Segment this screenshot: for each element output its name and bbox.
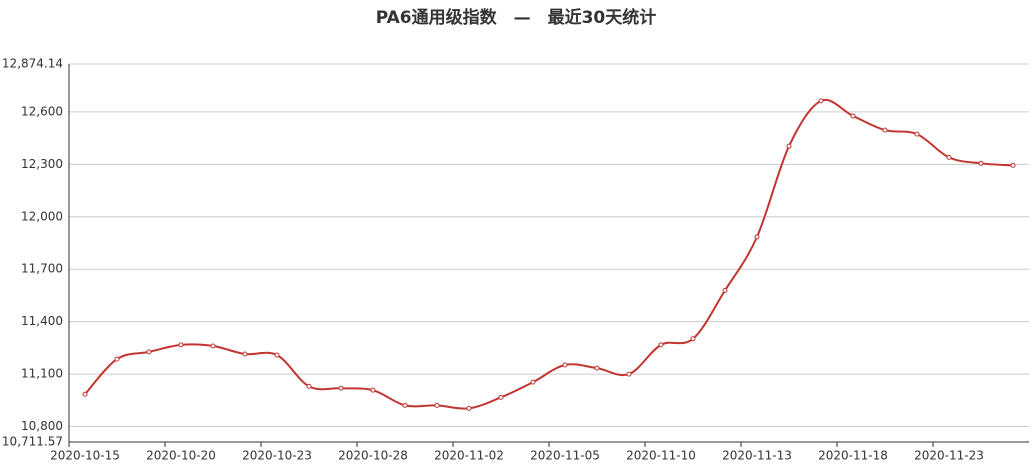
x-tick-label: 2020-10-28: [338, 449, 408, 463]
x-tick-label: 2020-11-13: [722, 449, 792, 463]
point: [146, 349, 152, 355]
x-tick-label: 2020-11-05: [530, 449, 600, 463]
point: [850, 113, 856, 119]
point: [754, 234, 760, 240]
y-tick-label: 12,600: [21, 104, 63, 118]
x-tick-label: 2020-10-23: [242, 449, 312, 463]
x-tick-label: 2020-11-10: [626, 449, 696, 463]
point: [626, 371, 632, 377]
y-tick-label: 11,100: [21, 367, 63, 381]
point: [722, 287, 728, 293]
x-tick-label: 2020-10-15: [50, 449, 120, 463]
point: [562, 362, 568, 368]
point: [882, 127, 888, 133]
y-tick-label: 10,711.57: [2, 435, 63, 449]
point: [1010, 162, 1016, 168]
point: [978, 160, 984, 166]
point: [818, 98, 824, 104]
point: [914, 131, 920, 137]
point: [690, 336, 696, 342]
point: [178, 342, 184, 348]
series-line: [84, 98, 1014, 410]
point: [946, 154, 952, 160]
point: [274, 352, 280, 358]
point: [530, 379, 536, 385]
y-tick-label: 11,700: [21, 262, 63, 276]
y-tick-label: 12,000: [21, 209, 63, 223]
point: [114, 356, 120, 362]
y-tick-label: 12,300: [21, 157, 63, 171]
point: [338, 385, 344, 391]
y-tick-label: 10,800: [21, 419, 63, 433]
y-tick-label: 11,400: [21, 314, 63, 328]
x-tick-label: 2020-11-02: [434, 449, 504, 463]
point: [82, 391, 88, 397]
point: [210, 343, 216, 349]
point: [594, 365, 600, 371]
chart-title: PA6通用级指数 — 最近30天统计: [376, 7, 657, 28]
point: [786, 143, 792, 149]
point: [498, 394, 504, 400]
point: [658, 342, 664, 348]
point: [466, 405, 472, 411]
point: [370, 387, 376, 393]
point: [434, 402, 440, 408]
x-tick-label: 2020-11-23: [914, 449, 984, 463]
point: [402, 402, 408, 408]
point: [242, 351, 248, 357]
x-tick-label: 2020-10-20: [146, 449, 216, 463]
x-tick-label: 2020-11-18: [818, 449, 888, 463]
point: [306, 383, 312, 389]
y-tick-label: 12,874.14: [2, 57, 63, 71]
